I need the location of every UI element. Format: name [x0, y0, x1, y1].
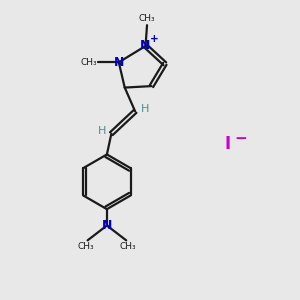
- Text: +: +: [149, 34, 158, 44]
- Text: N: N: [102, 219, 112, 232]
- Text: H: H: [140, 104, 149, 114]
- Text: CH₃: CH₃: [78, 242, 94, 251]
- Text: CH₃: CH₃: [119, 242, 136, 251]
- Text: −: −: [234, 131, 247, 146]
- Text: H: H: [98, 126, 106, 136]
- Text: CH₃: CH₃: [81, 58, 98, 67]
- Text: I: I: [224, 135, 230, 153]
- Text: N: N: [140, 40, 151, 52]
- Text: N: N: [114, 56, 124, 69]
- Text: CH₃: CH₃: [139, 14, 155, 23]
